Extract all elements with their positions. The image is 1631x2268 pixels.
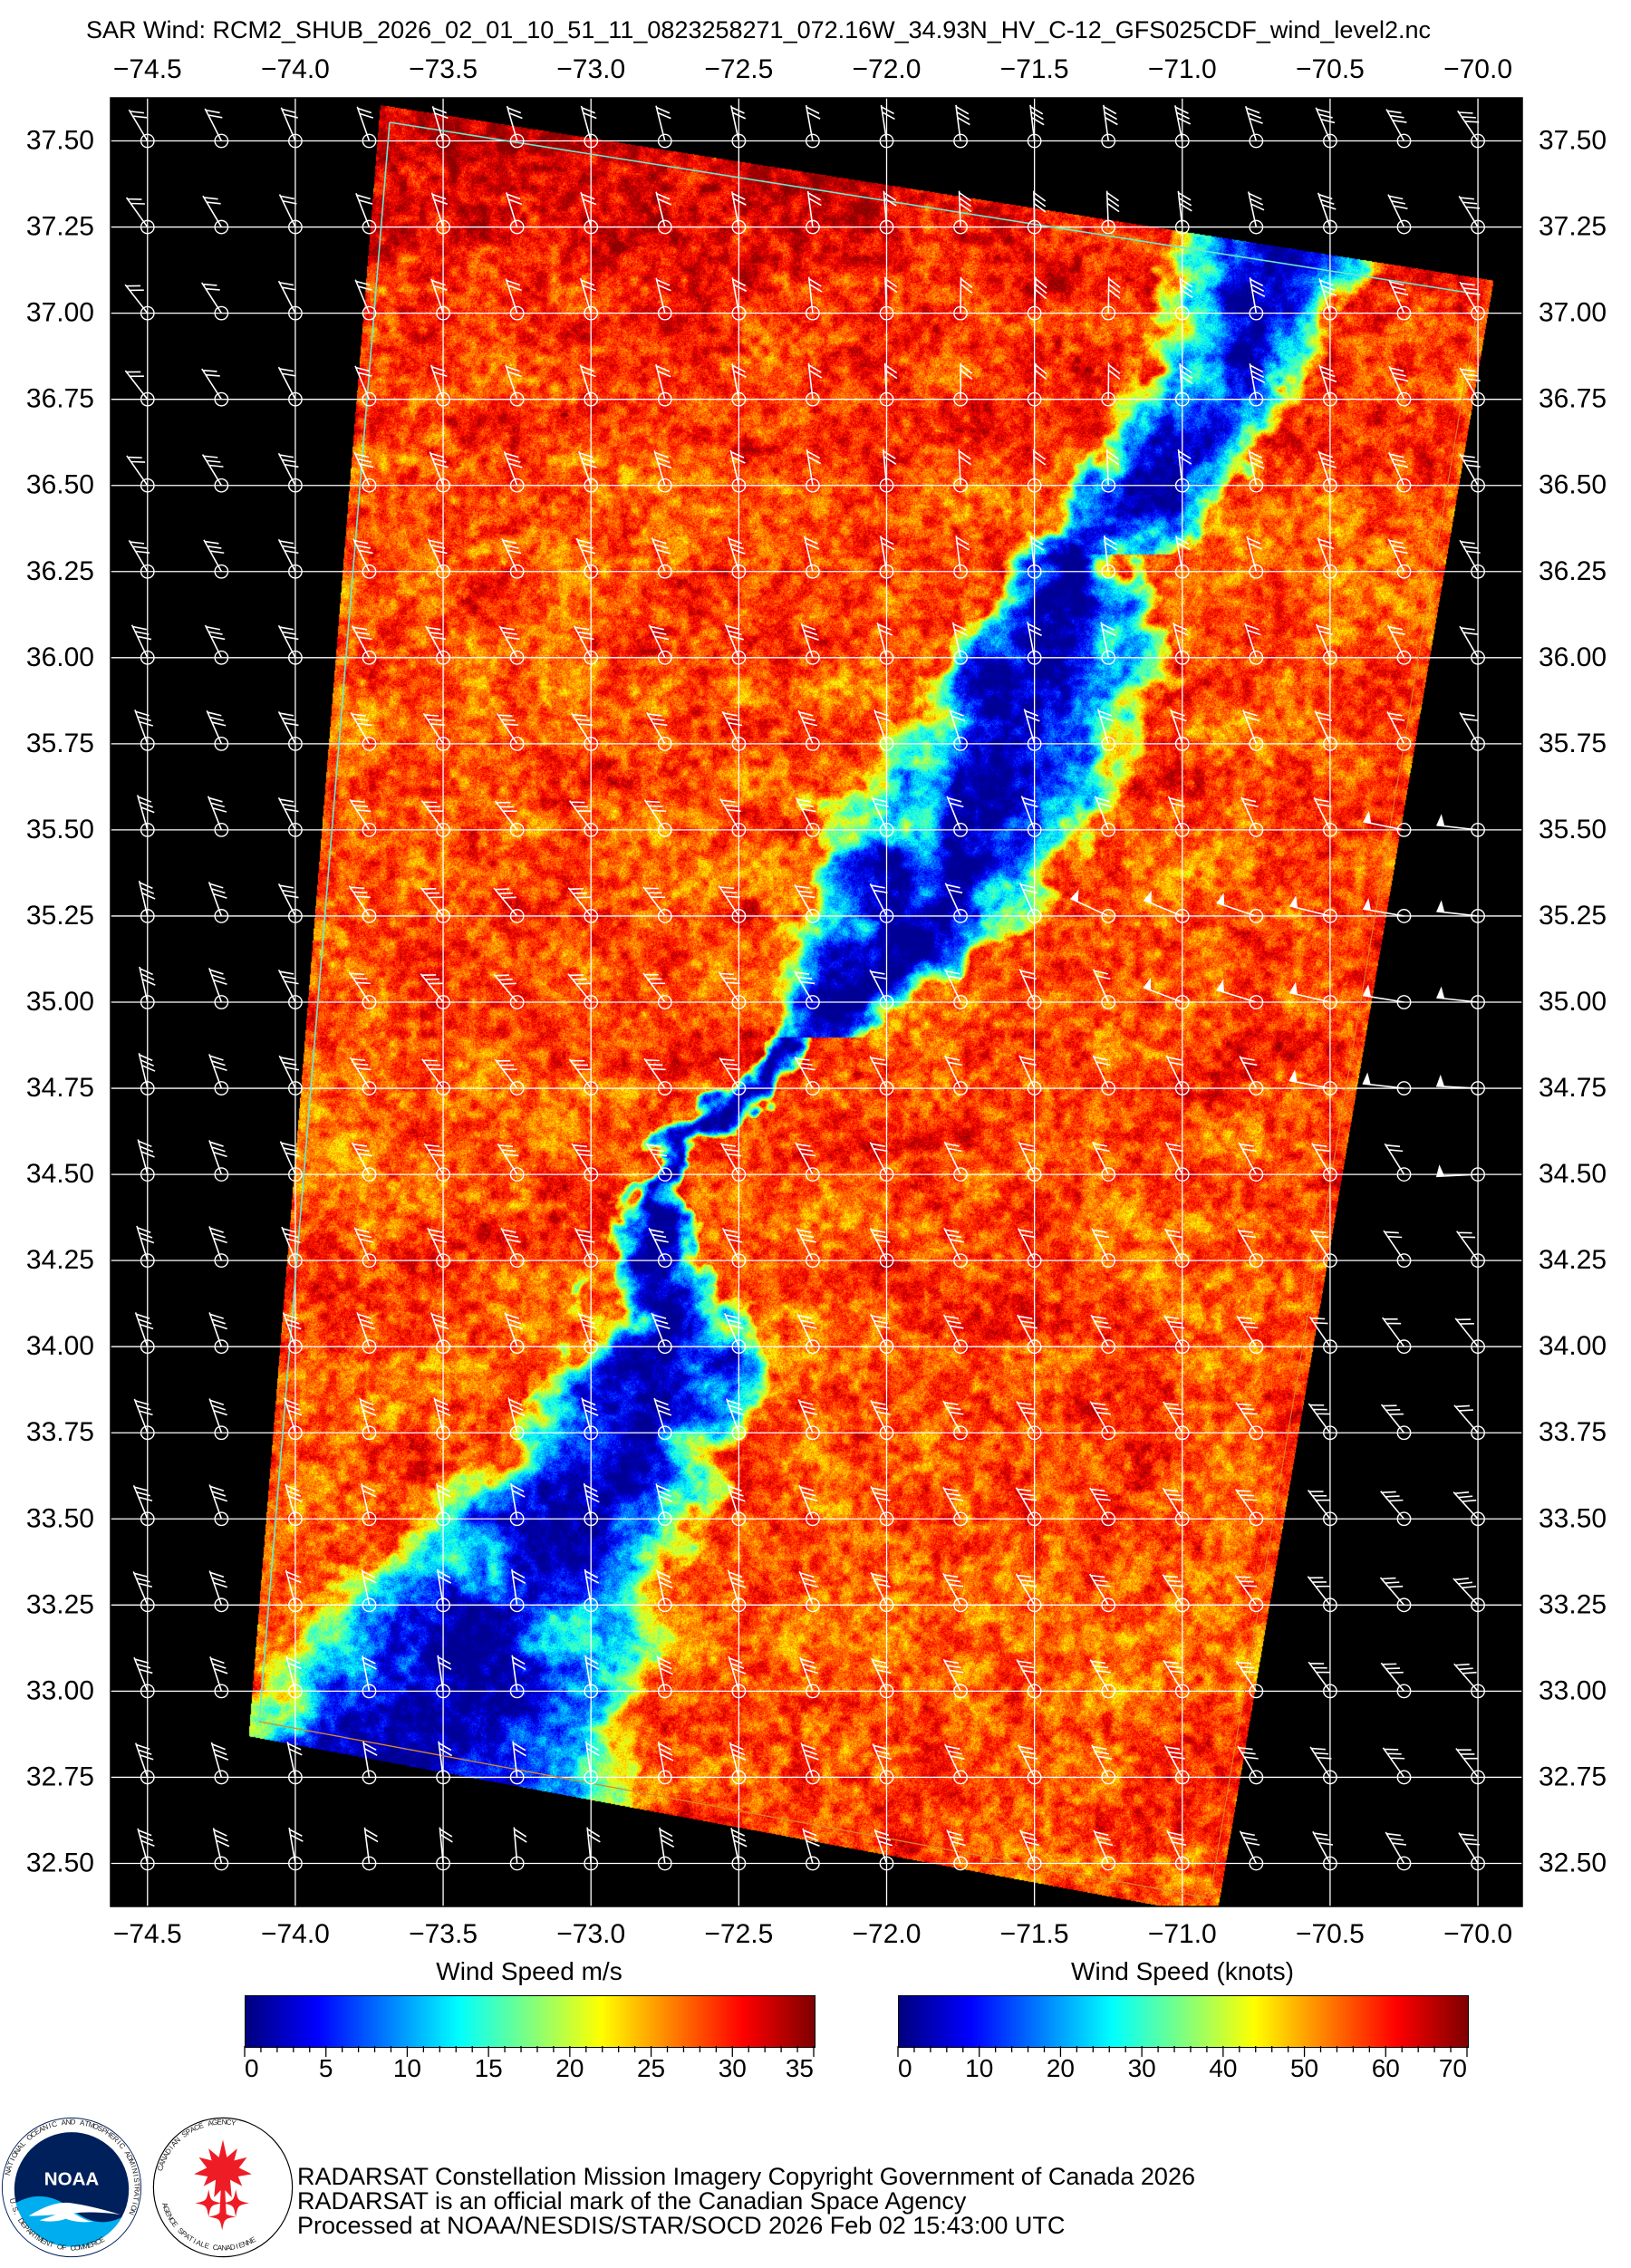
svg-text:20: 20 (555, 2054, 584, 2082)
svg-text:35.00: 35.00 (1539, 987, 1607, 1017)
svg-text:5: 5 (319, 2054, 333, 2082)
svg-text:34.25: 34.25 (26, 1245, 94, 1275)
svg-text:32.75: 32.75 (1539, 1761, 1607, 1791)
svg-text:37.50: 37.50 (1539, 126, 1607, 156)
svg-text:35.75: 35.75 (1539, 729, 1607, 758)
svg-text:−73.0: −73.0 (556, 1919, 625, 1949)
svg-text:−73.5: −73.5 (409, 1919, 478, 1949)
svg-text:50: 50 (1290, 2054, 1318, 2082)
svg-text:−74.5: −74.5 (113, 1919, 182, 1949)
svg-text:−70.0: −70.0 (1443, 1919, 1512, 1949)
svg-text:33.25: 33.25 (1539, 1589, 1607, 1619)
svg-text:−72.0: −72.0 (853, 54, 922, 84)
svg-text:32.50: 32.50 (1539, 1848, 1607, 1877)
svg-text:34.50: 34.50 (26, 1159, 94, 1189)
svg-text:33.75: 33.75 (1539, 1417, 1607, 1447)
svg-text:20: 20 (1047, 2054, 1075, 2082)
svg-text:35.00: 35.00 (26, 987, 94, 1017)
svg-text:−71.0: −71.0 (1148, 54, 1217, 84)
svg-text:35.75: 35.75 (26, 729, 94, 758)
svg-text:−72.5: −72.5 (704, 1919, 773, 1949)
svg-text:36.75: 36.75 (26, 384, 94, 414)
svg-text:35.25: 35.25 (1539, 901, 1607, 931)
svg-text:34.75: 34.75 (1539, 1073, 1607, 1103)
svg-text:25: 25 (637, 2054, 665, 2082)
svg-text:30: 30 (1128, 2054, 1156, 2082)
svg-text:60: 60 (1372, 2054, 1400, 2082)
svg-text:10: 10 (965, 2054, 993, 2082)
svg-text:36.50: 36.50 (26, 470, 94, 500)
svg-text:34.50: 34.50 (1539, 1159, 1607, 1189)
svg-text:36.25: 36.25 (1539, 556, 1607, 586)
svg-text:37.50: 37.50 (26, 126, 94, 156)
svg-text:35.25: 35.25 (26, 901, 94, 931)
svg-text:−70.0: −70.0 (1443, 54, 1512, 84)
svg-text:−74.5: −74.5 (113, 54, 182, 84)
svg-text:15: 15 (475, 2054, 503, 2082)
svg-text:−71.0: −71.0 (1148, 1919, 1217, 1949)
svg-text:36.75: 36.75 (1539, 384, 1607, 414)
svg-text:32.50: 32.50 (26, 1848, 94, 1877)
svg-text:−72.5: −72.5 (704, 54, 773, 84)
svg-text:0: 0 (245, 2054, 259, 2082)
svg-text:−74.0: −74.0 (261, 54, 330, 84)
svg-text:36.50: 36.50 (1539, 470, 1607, 500)
svg-text:30: 30 (719, 2054, 747, 2082)
svg-text:−71.5: −71.5 (1000, 54, 1069, 84)
svg-text:−72.0: −72.0 (853, 1919, 922, 1949)
svg-text:35.50: 35.50 (1539, 815, 1607, 844)
svg-text:35.50: 35.50 (26, 815, 94, 844)
svg-text:34.25: 34.25 (1539, 1245, 1607, 1275)
svg-text:36.00: 36.00 (1539, 642, 1607, 672)
svg-text:35: 35 (786, 2054, 814, 2082)
svg-text:40: 40 (1209, 2054, 1237, 2082)
svg-text:NOAA: NOAA (44, 2169, 100, 2190)
svg-text:33.25: 33.25 (26, 1589, 94, 1619)
svg-text:32.75: 32.75 (26, 1761, 94, 1791)
svg-text:−70.5: −70.5 (1296, 54, 1365, 84)
svg-text:33.00: 33.00 (26, 1675, 94, 1705)
svg-text:33.75: 33.75 (26, 1417, 94, 1447)
svg-text:10: 10 (393, 2054, 421, 2082)
svg-text:−74.0: −74.0 (261, 1919, 330, 1949)
svg-text:37.25: 37.25 (26, 212, 94, 242)
svg-text:37.00: 37.00 (26, 298, 94, 328)
svg-text:D: D (71, 2118, 76, 2126)
svg-text:36.25: 36.25 (26, 556, 94, 586)
svg-text:70: 70 (1439, 2054, 1467, 2082)
svg-text:33.50: 33.50 (26, 1503, 94, 1533)
svg-text:34.00: 34.00 (26, 1331, 94, 1361)
svg-text:37.25: 37.25 (1539, 212, 1607, 242)
svg-text:34.75: 34.75 (26, 1073, 94, 1103)
svg-text:0: 0 (898, 2054, 912, 2082)
svg-text:36.00: 36.00 (26, 642, 94, 672)
svg-text:−70.5: −70.5 (1296, 1919, 1365, 1949)
svg-text:−71.5: −71.5 (1000, 1919, 1069, 1949)
svg-text:−73.0: −73.0 (556, 54, 625, 84)
svg-text:34.00: 34.00 (1539, 1331, 1607, 1361)
svg-text:37.00: 37.00 (1539, 298, 1607, 328)
svg-text:33.00: 33.00 (1539, 1675, 1607, 1705)
svg-text:−73.5: −73.5 (409, 54, 478, 84)
svg-text:33.50: 33.50 (1539, 1503, 1607, 1533)
